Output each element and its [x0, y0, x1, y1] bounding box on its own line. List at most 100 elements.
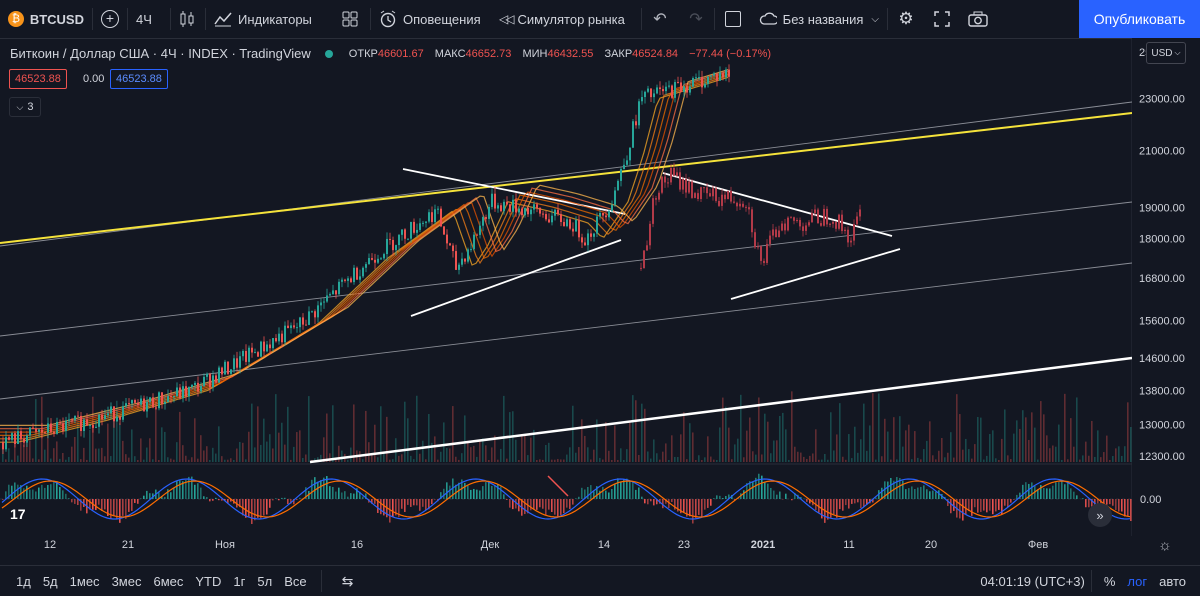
volume-bar: [1037, 460, 1039, 462]
snapshot-button[interactable]: [960, 0, 996, 38]
log-toggle[interactable]: лог: [1121, 574, 1153, 589]
volume-bar: [917, 458, 919, 462]
range-button[interactable]: 6мес: [147, 574, 189, 589]
undo-button[interactable]: ↶: [642, 0, 678, 38]
publish-button[interactable]: Опубликовать: [1079, 0, 1200, 38]
volume-bar: [839, 403, 841, 462]
volume-bar: [485, 445, 487, 462]
macd-histogram-bar: [473, 489, 475, 499]
macd-histogram-bar: [605, 491, 607, 499]
volume-bar: [206, 446, 208, 462]
price-axis[interactable]: 2523000.0021000.0019000.0018000.0016800.…: [1132, 38, 1200, 536]
macd-histogram-bar: [1067, 481, 1069, 499]
interval-button[interactable]: 4Ч: [128, 0, 170, 38]
candle-body: [353, 268, 355, 282]
scroll-to-realtime-button[interactable]: »: [1088, 503, 1112, 527]
compare-button[interactable]: +: [93, 0, 127, 38]
macd-histogram-bar: [284, 498, 286, 499]
sell-price[interactable]: 46523.88: [9, 69, 67, 89]
volume-bar: [296, 432, 298, 462]
time-tick-label: 11: [843, 539, 854, 551]
macd-histogram-bar: [701, 499, 703, 518]
range-button[interactable]: 1мес: [64, 574, 106, 589]
candle-body: [104, 415, 106, 419]
macd-histogram-bar: [902, 481, 904, 499]
candle-body: [545, 214, 547, 219]
macd-histogram-bar: [101, 499, 103, 511]
candle-body: [212, 375, 214, 387]
overlay-candle-body: [772, 229, 774, 235]
macd-histogram-bar: [1022, 485, 1024, 499]
axis-settings-icon[interactable]: ☼: [1158, 537, 1172, 554]
volume-bar: [488, 460, 490, 462]
fullscreen-button[interactable]: [924, 0, 960, 38]
macd-histogram-bar: [986, 499, 988, 512]
replay-button[interactable]: ◁◁ Симулятор рынка: [491, 0, 641, 38]
macd-histogram-bar: [77, 499, 79, 505]
layout-name-button[interactable]: Без названия ⌵: [751, 0, 887, 38]
macd-histogram-bar: [50, 484, 52, 499]
templates-button[interactable]: [334, 0, 370, 38]
date-range-icon[interactable]: ⇆: [342, 573, 354, 590]
volume-bar: [629, 421, 631, 462]
indicators-button[interactable]: Индикаторы: [206, 0, 334, 38]
candle-body: [479, 226, 481, 235]
range-button[interactable]: Все: [278, 574, 312, 589]
chart-area[interactable]: 2523000.0021000.0019000.0018000.0016800.…: [0, 38, 1200, 564]
volume-bar: [515, 440, 517, 462]
auto-toggle[interactable]: авто: [1153, 574, 1192, 589]
range-button[interactable]: 5д: [37, 574, 64, 589]
buy-price[interactable]: 46523.88: [110, 69, 168, 89]
fullscreen-layout-button[interactable]: [715, 0, 751, 38]
volume-bar: [887, 432, 889, 462]
ema-line: [0, 73, 728, 432]
volume-bar: [866, 451, 868, 462]
macd-histogram-bar: [587, 487, 589, 499]
price-tick-label: 16800.00: [1139, 273, 1185, 285]
macd-histogram-bar: [545, 499, 547, 515]
volume-bar: [833, 450, 835, 462]
symbol-search[interactable]: ₿ BTCUSD: [0, 0, 92, 38]
overlay-candle-body: [643, 251, 645, 269]
candle-body: [257, 352, 259, 356]
alerts-button[interactable]: Оповещения: [371, 0, 491, 38]
legend-title[interactable]: Биткоин / Доллар США · 4Ч · INDEX · Trad…: [10, 46, 311, 61]
macd-histogram-bar: [989, 499, 991, 511]
macd-histogram-bar: [617, 478, 619, 499]
macd-histogram-bar: [200, 488, 202, 499]
volume-bar: [188, 460, 190, 462]
volume-bar: [341, 451, 343, 462]
percent-toggle[interactable]: %: [1098, 574, 1122, 589]
clock[interactable]: 04:01:19 (UTC+3): [974, 574, 1090, 589]
macd-histogram-bar: [2, 499, 4, 500]
candle-body: [566, 219, 568, 226]
volume-bar: [920, 459, 922, 462]
tradingview-logo[interactable]: 17: [10, 503, 40, 525]
volume-bar: [263, 419, 265, 462]
volume-bar: [770, 453, 772, 462]
range-button[interactable]: YTD: [189, 574, 227, 589]
volume-bar: [923, 449, 925, 462]
overlay-candle-body: [814, 210, 816, 214]
candle-body: [152, 397, 154, 407]
range-button[interactable]: 1г: [227, 574, 251, 589]
chart-type-button[interactable]: [171, 0, 205, 38]
indicators-collapse-button[interactable]: ⌵ 3: [9, 97, 41, 117]
volume-bar: [1124, 446, 1126, 462]
volume-bar: [467, 442, 469, 462]
settings-button[interactable]: ⚙: [888, 0, 924, 38]
range-button[interactable]: 1д: [10, 574, 37, 589]
macd-histogram-bar: [743, 490, 745, 499]
volume-bar: [293, 447, 295, 462]
redo-button[interactable]: ↷: [678, 0, 714, 38]
range-button[interactable]: 3мес: [106, 574, 148, 589]
candle-body: [50, 423, 52, 431]
volume-bar: [1127, 402, 1129, 462]
overlay-candle-body: [724, 195, 726, 199]
candle-body: [500, 205, 502, 211]
currency-selector[interactable]: USD⌵: [1146, 42, 1186, 64]
chart-canvas[interactable]: 2523000.0021000.0019000.0018000.0016800.…: [0, 38, 1200, 564]
range-button[interactable]: 5л: [251, 574, 278, 589]
macd-histogram-bar: [554, 499, 556, 515]
